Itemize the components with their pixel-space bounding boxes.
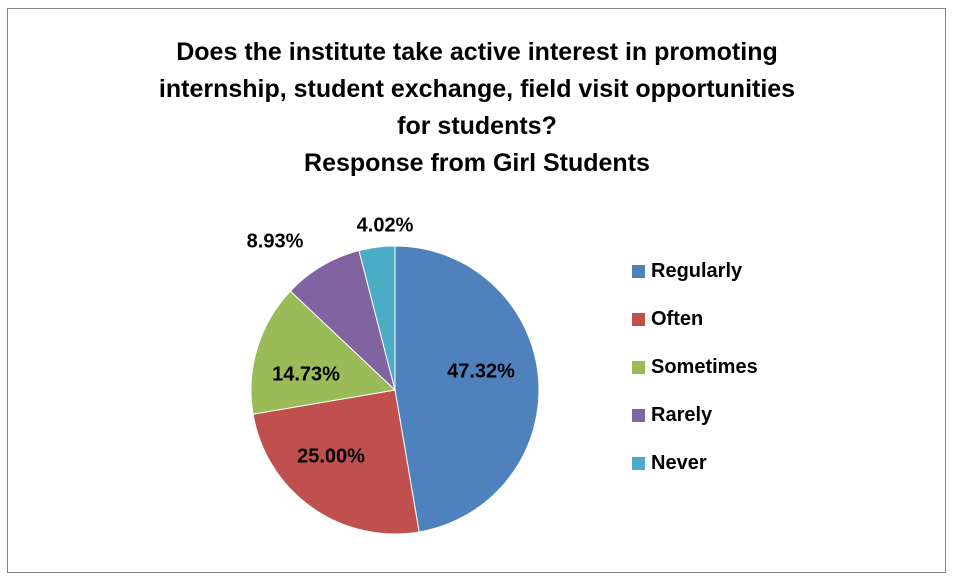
pie-slice-often [252, 389, 420, 535]
pie-slice-sometimes [250, 290, 397, 415]
title-line-2: internship, student exchange, field visi… [158, 75, 796, 103]
legend-label-sometimes: Sometimes [651, 356, 758, 378]
legend-label-regularly: Regularly [651, 260, 743, 282]
legend-swatch-rarely [632, 409, 645, 422]
legend-swatch-never [632, 457, 645, 470]
pie-slice-never [358, 245, 396, 391]
legend-swatch-regularly [632, 265, 645, 278]
pie-slice-regularly [394, 245, 540, 533]
title-line-1: Does the institute take active interest … [176, 38, 778, 66]
data-label-regularly: 47.32% [447, 360, 515, 382]
pie-slice-rarely [289, 249, 396, 392]
legend-swatch-sometimes [632, 361, 645, 374]
title-line-4: Response from Girl Students [304, 149, 650, 177]
title-line-3: for students? [397, 112, 557, 140]
legend-label-never: Never [651, 452, 707, 474]
legend-label-often: Often [651, 308, 704, 330]
data-label-sometimes: 14.73% [272, 363, 340, 385]
data-label-rarely: 8.93% [247, 230, 304, 252]
data-label-never: 4.02% [357, 214, 414, 236]
data-label-often: 25.00% [297, 445, 365, 467]
legend-label-rarely: Rarely [651, 404, 713, 426]
legend-swatch-often [632, 313, 645, 326]
